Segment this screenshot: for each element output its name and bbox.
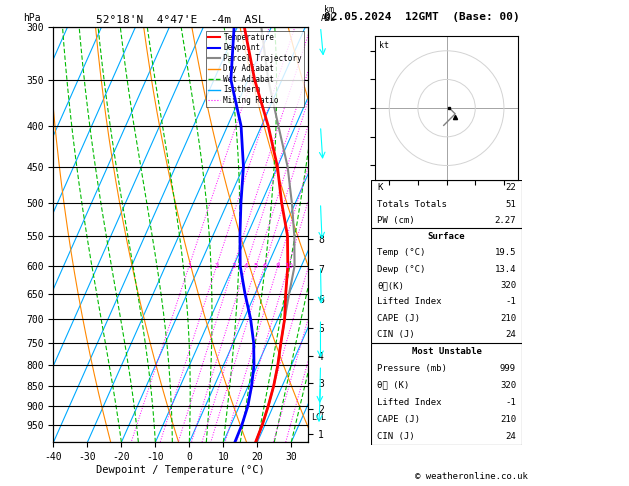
Text: 1: 1 xyxy=(187,263,191,269)
Text: CIN (J): CIN (J) xyxy=(377,330,415,339)
Text: Pressure (mb): Pressure (mb) xyxy=(377,364,447,373)
Text: 999: 999 xyxy=(500,364,516,373)
Text: 210: 210 xyxy=(500,313,516,323)
Text: 24: 24 xyxy=(505,330,516,339)
Text: 3: 3 xyxy=(231,263,236,269)
Text: Temp (°C): Temp (°C) xyxy=(377,248,426,258)
Text: K: K xyxy=(377,183,382,192)
Text: 2.27: 2.27 xyxy=(494,216,516,225)
Text: LCL: LCL xyxy=(311,413,326,422)
Text: 02.05.2024  12GMT  (Base: 00): 02.05.2024 12GMT (Base: 00) xyxy=(324,12,520,22)
Text: km
ASL: km ASL xyxy=(321,4,336,22)
Text: CAPE (J): CAPE (J) xyxy=(377,415,420,424)
Text: Most Unstable: Most Unstable xyxy=(411,347,482,356)
Text: © weatheronline.co.uk: © weatheronline.co.uk xyxy=(415,472,528,481)
Text: -1: -1 xyxy=(505,398,516,407)
Text: Surface: Surface xyxy=(428,232,465,241)
Text: -1: -1 xyxy=(505,297,516,306)
Text: 6: 6 xyxy=(262,263,267,269)
Text: CAPE (J): CAPE (J) xyxy=(377,313,420,323)
Text: 320: 320 xyxy=(500,281,516,290)
Text: 51: 51 xyxy=(505,200,516,208)
Text: θᴄ(K): θᴄ(K) xyxy=(377,281,404,290)
Text: 210: 210 xyxy=(500,415,516,424)
Text: 22: 22 xyxy=(505,183,516,192)
Text: 13.4: 13.4 xyxy=(494,265,516,274)
Text: PW (cm): PW (cm) xyxy=(377,216,415,225)
Text: 4: 4 xyxy=(244,263,248,269)
Text: 24: 24 xyxy=(505,432,516,441)
Text: 2: 2 xyxy=(214,263,219,269)
Text: 8: 8 xyxy=(276,263,280,269)
Text: Dewp (°C): Dewp (°C) xyxy=(377,265,426,274)
Legend: Temperature, Dewpoint, Parcel Trajectory, Dry Adiabat, Wet Adiabat, Isotherm, Mi: Temperature, Dewpoint, Parcel Trajectory… xyxy=(206,31,304,107)
Title: 52°18'N  4°47'E  -4m  ASL: 52°18'N 4°47'E -4m ASL xyxy=(96,15,265,25)
Text: kt: kt xyxy=(379,41,389,50)
Text: hPa: hPa xyxy=(23,13,40,22)
Text: Lifted Index: Lifted Index xyxy=(377,297,442,306)
Text: Totals Totals: Totals Totals xyxy=(377,200,447,208)
Text: θᴄ (K): θᴄ (K) xyxy=(377,381,409,390)
Text: 5: 5 xyxy=(254,263,259,269)
Text: 320: 320 xyxy=(500,381,516,390)
Text: CIN (J): CIN (J) xyxy=(377,432,415,441)
X-axis label: Dewpoint / Temperature (°C): Dewpoint / Temperature (°C) xyxy=(96,465,265,475)
Text: Lifted Index: Lifted Index xyxy=(377,398,442,407)
Text: 19.5: 19.5 xyxy=(494,248,516,258)
Text: 10: 10 xyxy=(284,263,293,269)
